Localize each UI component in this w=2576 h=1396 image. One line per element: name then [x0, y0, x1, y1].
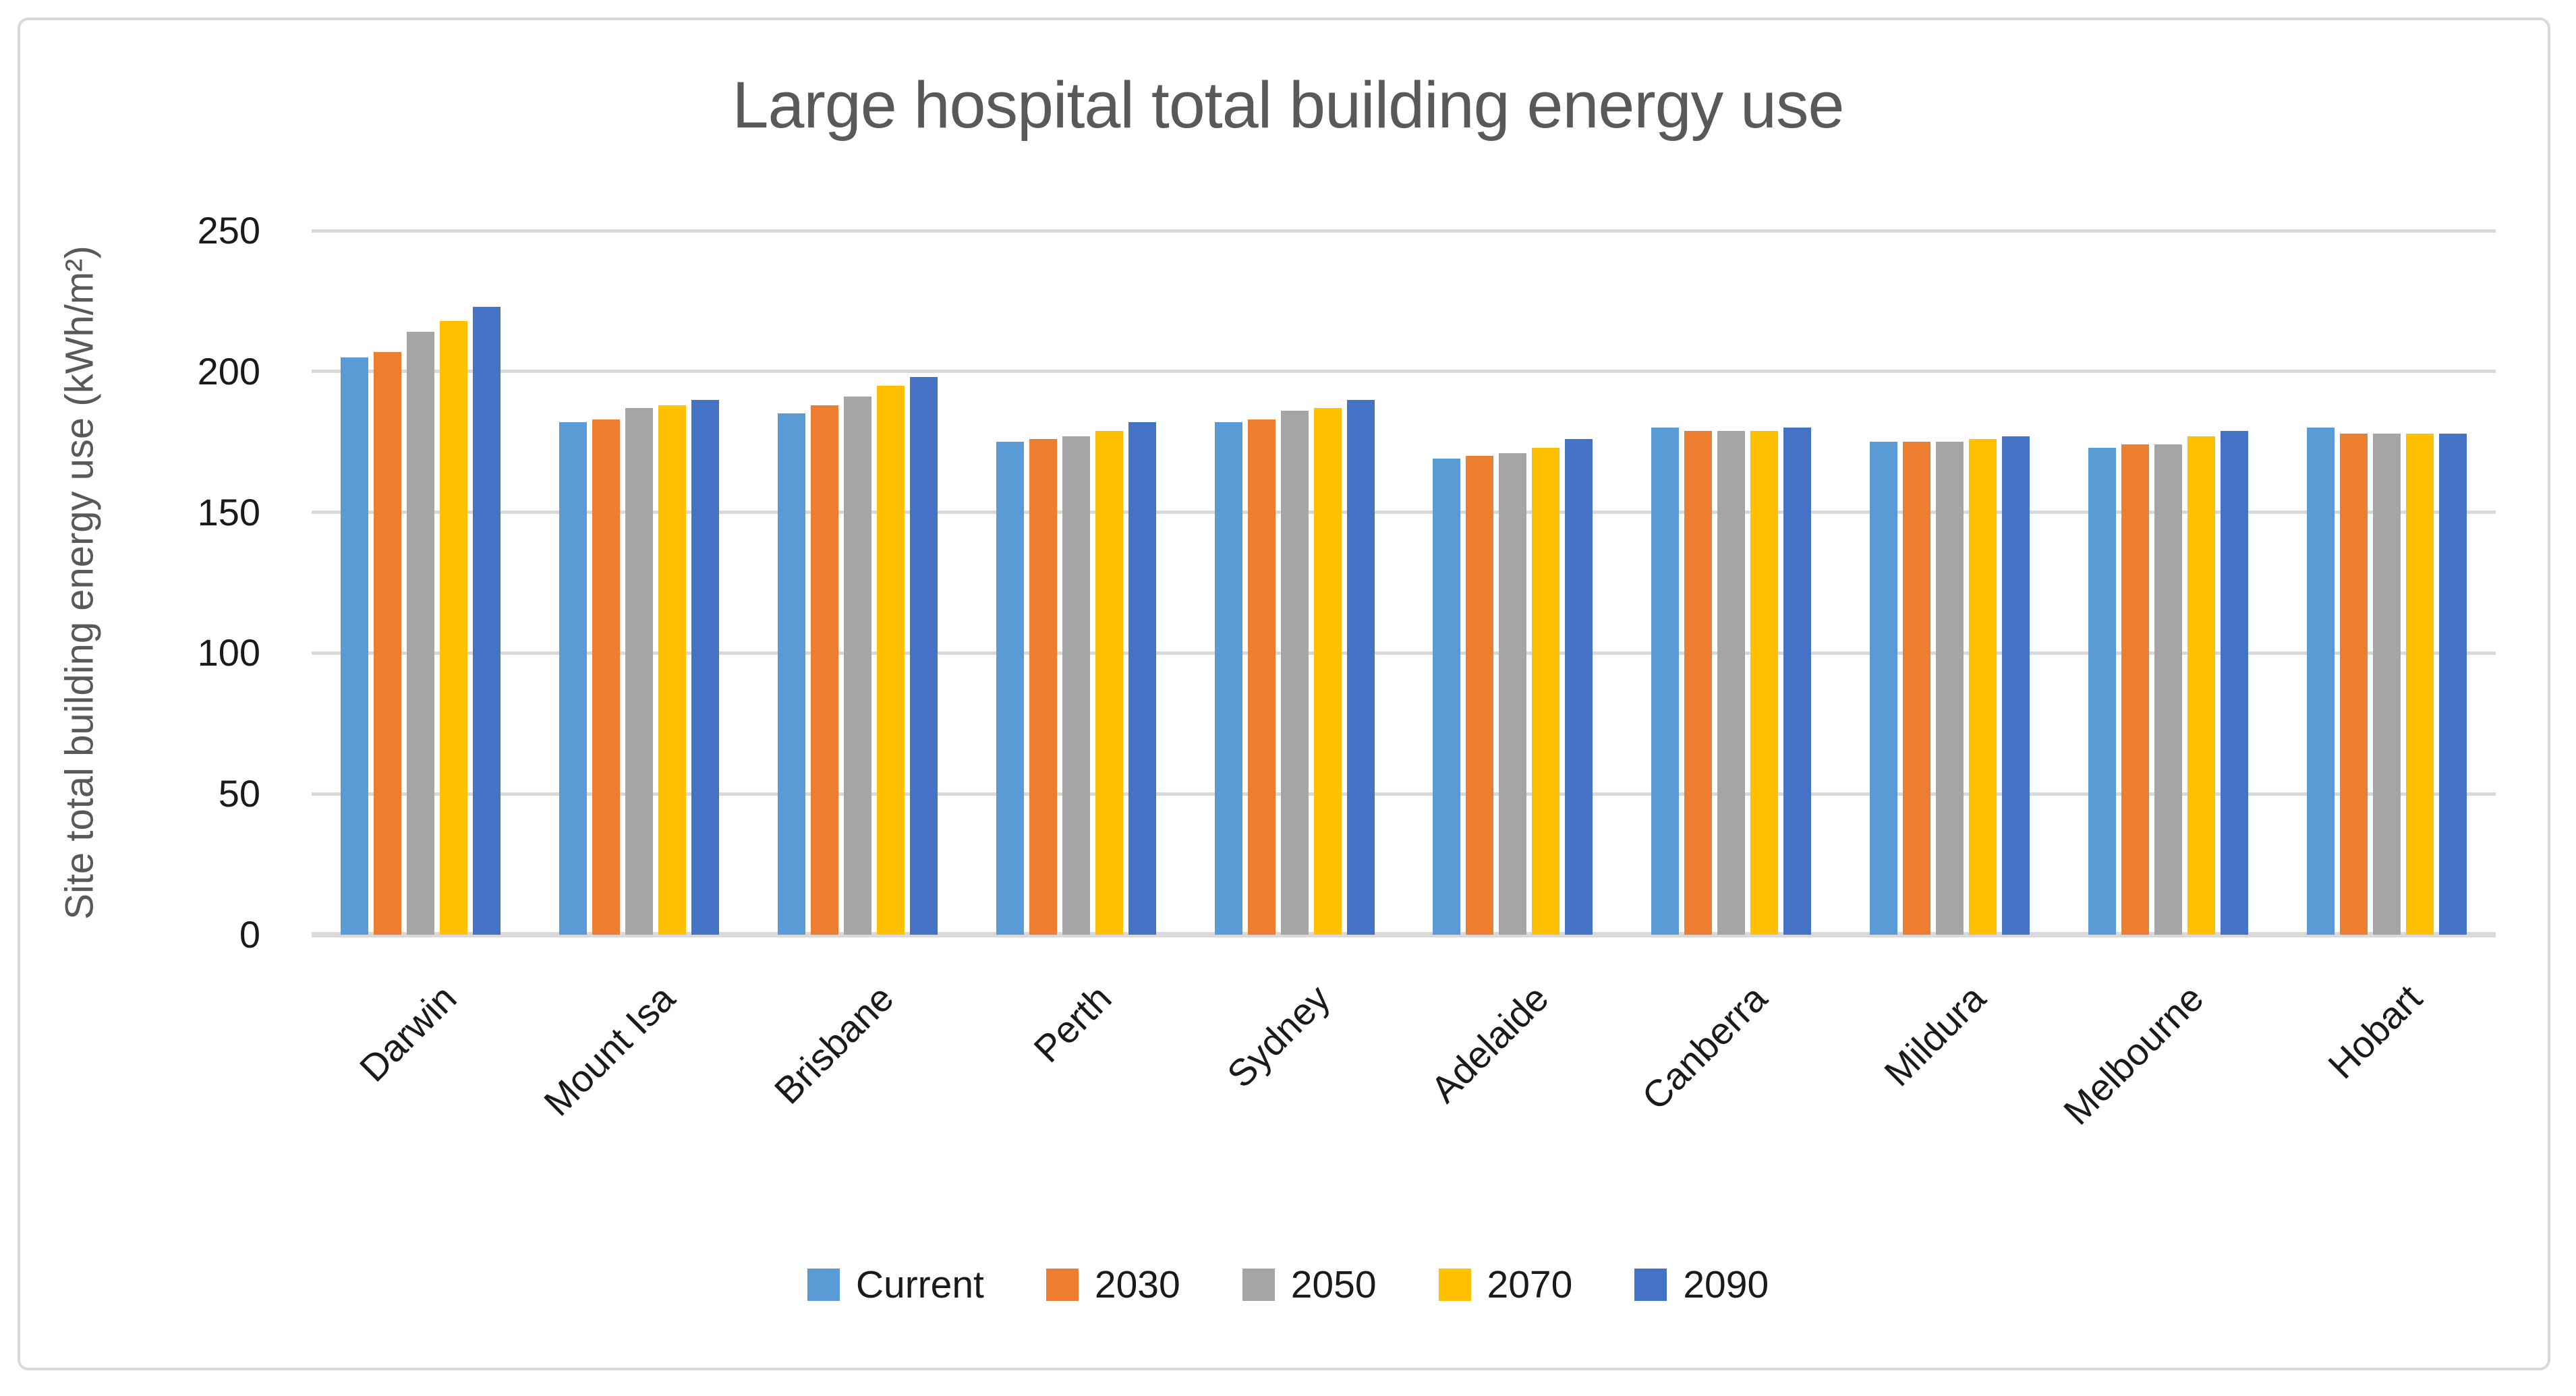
- y-tick-label-0: 0: [239, 913, 260, 956]
- bar-current-perth[interactable]: [996, 442, 1024, 935]
- bar-2030-mount-isa[interactable]: [592, 419, 621, 935]
- bar-2050-melbourne[interactable]: [2154, 444, 2182, 935]
- legend-label-2070: 2070: [1487, 1263, 1573, 1306]
- legend: Current 2030 2050 2070 2090: [0, 1262, 2576, 1307]
- bar-2090-mount-isa[interactable]: [691, 399, 720, 935]
- bar-2050-darwin[interactable]: [407, 332, 435, 935]
- bar-group-perth: [967, 231, 1185, 935]
- legend-swatch-icon-2070: [1438, 1269, 1471, 1301]
- bar-current-sydney[interactable]: [1214, 421, 1242, 935]
- bar-2030-brisbane[interactable]: [810, 405, 838, 935]
- legend-label-current: Current: [855, 1263, 984, 1306]
- gridline-150: [312, 511, 2496, 515]
- y-axis-tick-labels: 0 50 100 150 200 250: [81, 212, 260, 954]
- legend-item-2030[interactable]: 2030: [1046, 1262, 1180, 1307]
- bar-group-mount-isa: [530, 231, 749, 935]
- gridline-50: [312, 792, 2496, 796]
- bar-2090-mildura[interactable]: [2001, 436, 2030, 935]
- bar-group-adelaide: [1404, 231, 1622, 935]
- bar-group-melbourne: [2059, 231, 2277, 935]
- legend-label-2090: 2090: [1683, 1263, 1769, 1306]
- chart-title: Large hospital total building energy use: [732, 68, 1845, 142]
- bar-current-darwin[interactable]: [341, 357, 369, 935]
- bar-2070-brisbane[interactable]: [876, 385, 905, 935]
- bar-2070-sydney[interactable]: [1313, 408, 1342, 935]
- y-tick-label-150: 150: [197, 490, 260, 533]
- bar-current-mildura[interactable]: [1869, 442, 1897, 935]
- bar-2070-hobart[interactable]: [2405, 433, 2434, 935]
- bar-2050-sydney[interactable]: [1280, 411, 1309, 935]
- y-tick-label-50: 50: [218, 772, 260, 815]
- legend-label-2050: 2050: [1290, 1263, 1377, 1306]
- bar-2030-melbourne[interactable]: [2121, 444, 2149, 935]
- bar-2070-mount-isa[interactable]: [658, 405, 687, 935]
- bar-2050-canberra[interactable]: [1717, 430, 1746, 935]
- bar-2030-mildura[interactable]: [1902, 442, 1930, 935]
- gridline-250: [312, 229, 2496, 233]
- legend-swatch-icon-2050: [1242, 1269, 1275, 1301]
- plot-area: [312, 229, 2496, 937]
- bar-2090-adelaide[interactable]: [1565, 439, 1593, 935]
- bar-current-canberra[interactable]: [1651, 428, 1680, 935]
- bar-2090-melbourne[interactable]: [2220, 430, 2248, 935]
- bar-2070-perth[interactable]: [1095, 430, 1123, 935]
- legend-item-2090[interactable]: 2090: [1634, 1262, 1769, 1307]
- bar-group-mildura: [1841, 231, 2059, 935]
- bar-2070-mildura[interactable]: [1968, 439, 1997, 935]
- bar-current-mount-isa[interactable]: [559, 421, 588, 935]
- bar-groups: [312, 231, 2496, 935]
- bar-current-melbourne[interactable]: [2088, 447, 2116, 935]
- bar-2050-adelaide[interactable]: [1499, 453, 1527, 935]
- bar-current-adelaide[interactable]: [1433, 459, 1461, 935]
- legend-swatch-icon-2030: [1046, 1269, 1079, 1301]
- bar-2090-brisbane[interactable]: [909, 377, 938, 935]
- legend-label-2030: 2030: [1094, 1263, 1180, 1306]
- bar-group-sydney: [1185, 231, 1404, 935]
- legend-item-current[interactable]: Current: [807, 1262, 984, 1307]
- legend-swatch-icon-2090: [1634, 1269, 1667, 1301]
- bar-2030-hobart[interactable]: [2339, 433, 2368, 935]
- legend-item-2070[interactable]: 2070: [1438, 1262, 1573, 1307]
- bar-group-hobart: [2277, 231, 2496, 935]
- bar-2090-canberra[interactable]: [1783, 428, 1812, 935]
- bar-current-hobart[interactable]: [2306, 428, 2335, 935]
- x-axis-category-labels: Darwin Mount Isa Brisbane Perth Sydney Adelai…: [312, 977, 2496, 1260]
- bar-2090-sydney[interactable]: [1346, 399, 1375, 935]
- bar-2070-darwin[interactable]: [440, 320, 468, 935]
- bar-2030-perth[interactable]: [1029, 439, 1057, 935]
- bar-group-canberra: [1622, 231, 1841, 935]
- bar-2090-perth[interactable]: [1128, 421, 1156, 935]
- bar-2070-melbourne[interactable]: [2187, 436, 2215, 935]
- bar-2070-adelaide[interactable]: [1532, 447, 1560, 935]
- bar-group-brisbane: [749, 231, 967, 935]
- legend-swatch-icon-current: [807, 1269, 840, 1301]
- bar-2050-perth[interactable]: [1062, 436, 1090, 935]
- bar-2050-brisbane[interactable]: [843, 397, 871, 935]
- bar-2090-hobart[interactable]: [2438, 433, 2467, 935]
- bar-2050-hobart[interactable]: [2372, 433, 2401, 935]
- y-tick-label-100: 100: [197, 631, 260, 674]
- y-tick-label-250: 250: [197, 209, 260, 252]
- y-tick-label-200: 200: [197, 349, 260, 392]
- bar-2090-darwin[interactable]: [473, 306, 501, 935]
- bar-2070-canberra[interactable]: [1750, 430, 1779, 935]
- x-axis-line: [312, 932, 2496, 937]
- bar-2050-mildura[interactable]: [1935, 442, 1964, 935]
- bar-2050-mount-isa[interactable]: [625, 408, 654, 935]
- bar-2030-darwin[interactable]: [374, 351, 402, 935]
- bar-current-brisbane[interactable]: [777, 413, 805, 935]
- bar-2030-canberra[interactable]: [1684, 430, 1713, 935]
- bar-2030-adelaide[interactable]: [1466, 456, 1494, 935]
- bar-2030-sydney[interactable]: [1247, 419, 1276, 935]
- legend-item-2050[interactable]: 2050: [1242, 1262, 1377, 1307]
- bar-group-darwin: [312, 231, 530, 935]
- gridline-200: [312, 370, 2496, 374]
- gridline-100: [312, 651, 2496, 655]
